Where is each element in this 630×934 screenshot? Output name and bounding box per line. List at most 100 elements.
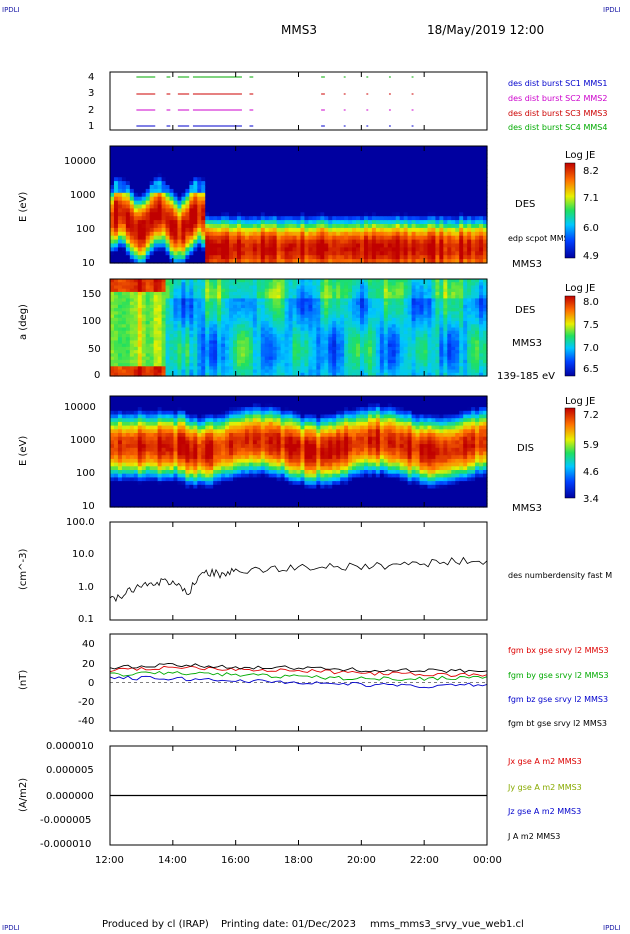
- des-energy-cell: [125, 231, 131, 237]
- des-pitch-cell: [129, 304, 135, 309]
- des-pitch-cell: [161, 304, 167, 309]
- des-pitch-cell: [248, 330, 254, 335]
- des-energy-cell: [264, 181, 270, 186]
- des-pitch-cell: [352, 337, 357, 342]
- des-pitch-cell: [328, 295, 333, 299]
- des-pitch-cell: [348, 353, 353, 358]
- des-energy-cell: [391, 177, 397, 182]
- des-energy-cell: [471, 146, 476, 151]
- des-energy-cell: [360, 239, 365, 245]
- des-energy-cell: [284, 169, 290, 174]
- des-pitch-cell: [340, 327, 345, 332]
- des-energy-cell: [348, 149, 353, 155]
- des-energy-cell: [248, 208, 254, 213]
- des-pitch-cell: [244, 343, 250, 348]
- des-pitch-cell: [133, 285, 139, 290]
- des-pitch-cell: [356, 359, 361, 364]
- des-energy-cell: [415, 161, 421, 167]
- des-pitch-cell: [312, 311, 317, 316]
- des-energy-cell: [137, 177, 143, 182]
- des-energy-cell: [439, 259, 444, 264]
- des-energy-cell: [153, 181, 159, 186]
- des-pitch-cell: [193, 308, 198, 312]
- des-pitch-cell: [360, 279, 365, 283]
- des-energy-cell: [475, 188, 480, 194]
- des-pitch-cell: [308, 353, 313, 358]
- des-pitch-cell: [371, 279, 377, 283]
- des-energy-cell: [479, 239, 484, 245]
- des-pitch-cell: [276, 369, 282, 374]
- des-energy-cell: [292, 220, 298, 225]
- des-energy-cell: [316, 169, 321, 174]
- des-pitch-cell: [165, 304, 171, 309]
- des-pitch-cell: [193, 285, 198, 290]
- des-pitch-cell: [145, 330, 151, 335]
- des-energy-cell: [455, 212, 460, 217]
- des-pitch-cell: [141, 282, 147, 287]
- des-pitch-cell: [177, 282, 183, 287]
- des-pitch-cell: [260, 285, 266, 290]
- des-pitch-cell: [367, 363, 373, 367]
- des-energy-cell: [316, 165, 321, 170]
- des-pitch-cell: [113, 301, 119, 306]
- des-pitch-cell: [276, 337, 282, 342]
- des-energy-cell: [244, 243, 250, 248]
- des-energy-cell: [463, 259, 468, 264]
- des-energy-cell: [209, 204, 214, 209]
- des-pitch-cell: [213, 291, 218, 296]
- des-energy-cell: [427, 196, 433, 202]
- des-energy-cell: [328, 149, 333, 155]
- des-pitch-cell: [324, 359, 329, 364]
- des-pitch-cell: [173, 346, 179, 351]
- des-pitch-cell: [300, 304, 306, 309]
- des-pitch-cell: [324, 366, 329, 371]
- des-energy-cell: [213, 239, 218, 245]
- des-pitch-cell: [165, 340, 171, 345]
- des-pitch-cell: [169, 304, 175, 309]
- des-pitch-cell: [356, 356, 361, 361]
- des-energy-cell: [387, 169, 393, 174]
- des-energy-cell: [320, 239, 325, 245]
- des-energy-cell: [304, 208, 310, 213]
- des-energy-cell: [479, 146, 484, 151]
- des-energy-cell: [304, 224, 310, 229]
- des-pitch-cell: [276, 282, 282, 287]
- des-energy-cell: [427, 200, 433, 206]
- des-energy-cell: [197, 227, 202, 233]
- des-energy-cell: [252, 255, 258, 260]
- des-energy-cell: [173, 235, 179, 241]
- des-energy-cell: [296, 247, 302, 252]
- des-energy-cell: [411, 188, 417, 194]
- des-energy-cell: [117, 200, 123, 206]
- des-pitch-cell: [189, 363, 194, 367]
- des-pitch-cell: [352, 343, 357, 348]
- des-pitch-cell: [169, 317, 175, 322]
- des-pitch-cell: [205, 366, 210, 371]
- des-energy-cell: [435, 247, 440, 252]
- des-pitch-cell: [256, 353, 262, 358]
- des-energy-cell: [161, 247, 167, 252]
- des-energy-cell: [280, 165, 286, 170]
- des-pitch-cell: [157, 324, 163, 329]
- des-pitch-cell: [205, 363, 210, 367]
- des-energy-cell: [121, 235, 127, 241]
- des-energy-cell: [435, 216, 440, 221]
- des-energy-cell: [252, 208, 258, 213]
- des-energy-cell: [256, 196, 262, 202]
- des-pitch-cell: [264, 295, 270, 299]
- des-energy-cell: [288, 220, 294, 225]
- des-energy-cell: [320, 153, 325, 159]
- des-pitch-cell: [336, 353, 341, 358]
- des-pitch-cell: [272, 333, 278, 338]
- des-pitch-cell: [284, 282, 290, 287]
- des-energy-cell: [304, 243, 310, 248]
- des-pitch-cell: [205, 372, 210, 377]
- des-pitch-cell: [225, 356, 230, 361]
- des-pitch-cell: [137, 333, 143, 338]
- des-pitch-cell: [125, 350, 131, 354]
- des-energy-cell: [205, 181, 210, 186]
- des-pitch-cell: [371, 295, 377, 299]
- des-energy-cell: [300, 255, 306, 260]
- des-energy-cell: [356, 239, 361, 245]
- des-energy-cell: [340, 224, 345, 229]
